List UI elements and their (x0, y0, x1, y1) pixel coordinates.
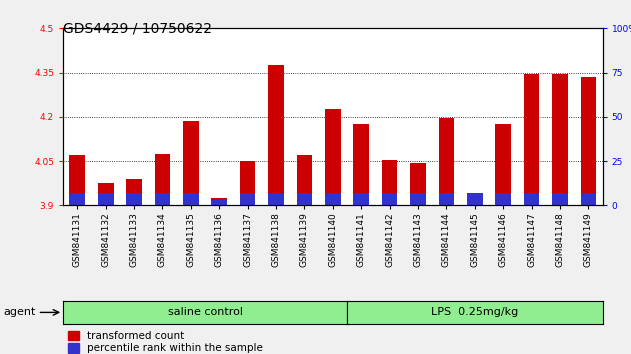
Bar (126, 179, 142, 205)
Text: LPS  0.25mg/kg: LPS 0.25mg/kg (431, 307, 519, 318)
Bar (155, 193, 170, 205)
Bar (183, 121, 199, 205)
Bar (268, 65, 284, 205)
Bar (268, 193, 284, 205)
Bar (439, 193, 454, 205)
Bar (69, 193, 85, 205)
Bar (382, 193, 398, 205)
Bar (382, 160, 398, 205)
Bar (211, 198, 227, 205)
Bar (98, 193, 114, 205)
Bar (524, 74, 540, 205)
Bar (297, 193, 312, 205)
Bar (581, 77, 596, 205)
Bar (524, 193, 540, 205)
Bar (495, 193, 511, 205)
Bar (240, 193, 256, 205)
Bar (410, 162, 426, 205)
Bar (353, 193, 369, 205)
Bar (240, 161, 256, 205)
Bar (211, 200, 227, 205)
Bar (183, 193, 199, 205)
Bar (552, 193, 568, 205)
Bar (155, 154, 170, 205)
Text: GDS4429 / 10750622: GDS4429 / 10750622 (63, 21, 212, 35)
Bar (495, 124, 511, 205)
Legend: transformed count, percentile rank within the sample: transformed count, percentile rank withi… (68, 331, 263, 353)
Text: agent: agent (3, 307, 35, 318)
Text: saline control: saline control (168, 307, 242, 318)
Bar (581, 193, 596, 205)
Bar (297, 155, 312, 205)
Bar (467, 193, 483, 205)
Bar (69, 155, 85, 205)
Bar (126, 193, 142, 205)
Bar (467, 198, 483, 205)
Bar (353, 124, 369, 205)
Bar (325, 193, 341, 205)
Bar (98, 183, 114, 205)
Bar (552, 74, 568, 205)
Bar (325, 109, 341, 205)
Bar (410, 193, 426, 205)
Bar (439, 118, 454, 205)
